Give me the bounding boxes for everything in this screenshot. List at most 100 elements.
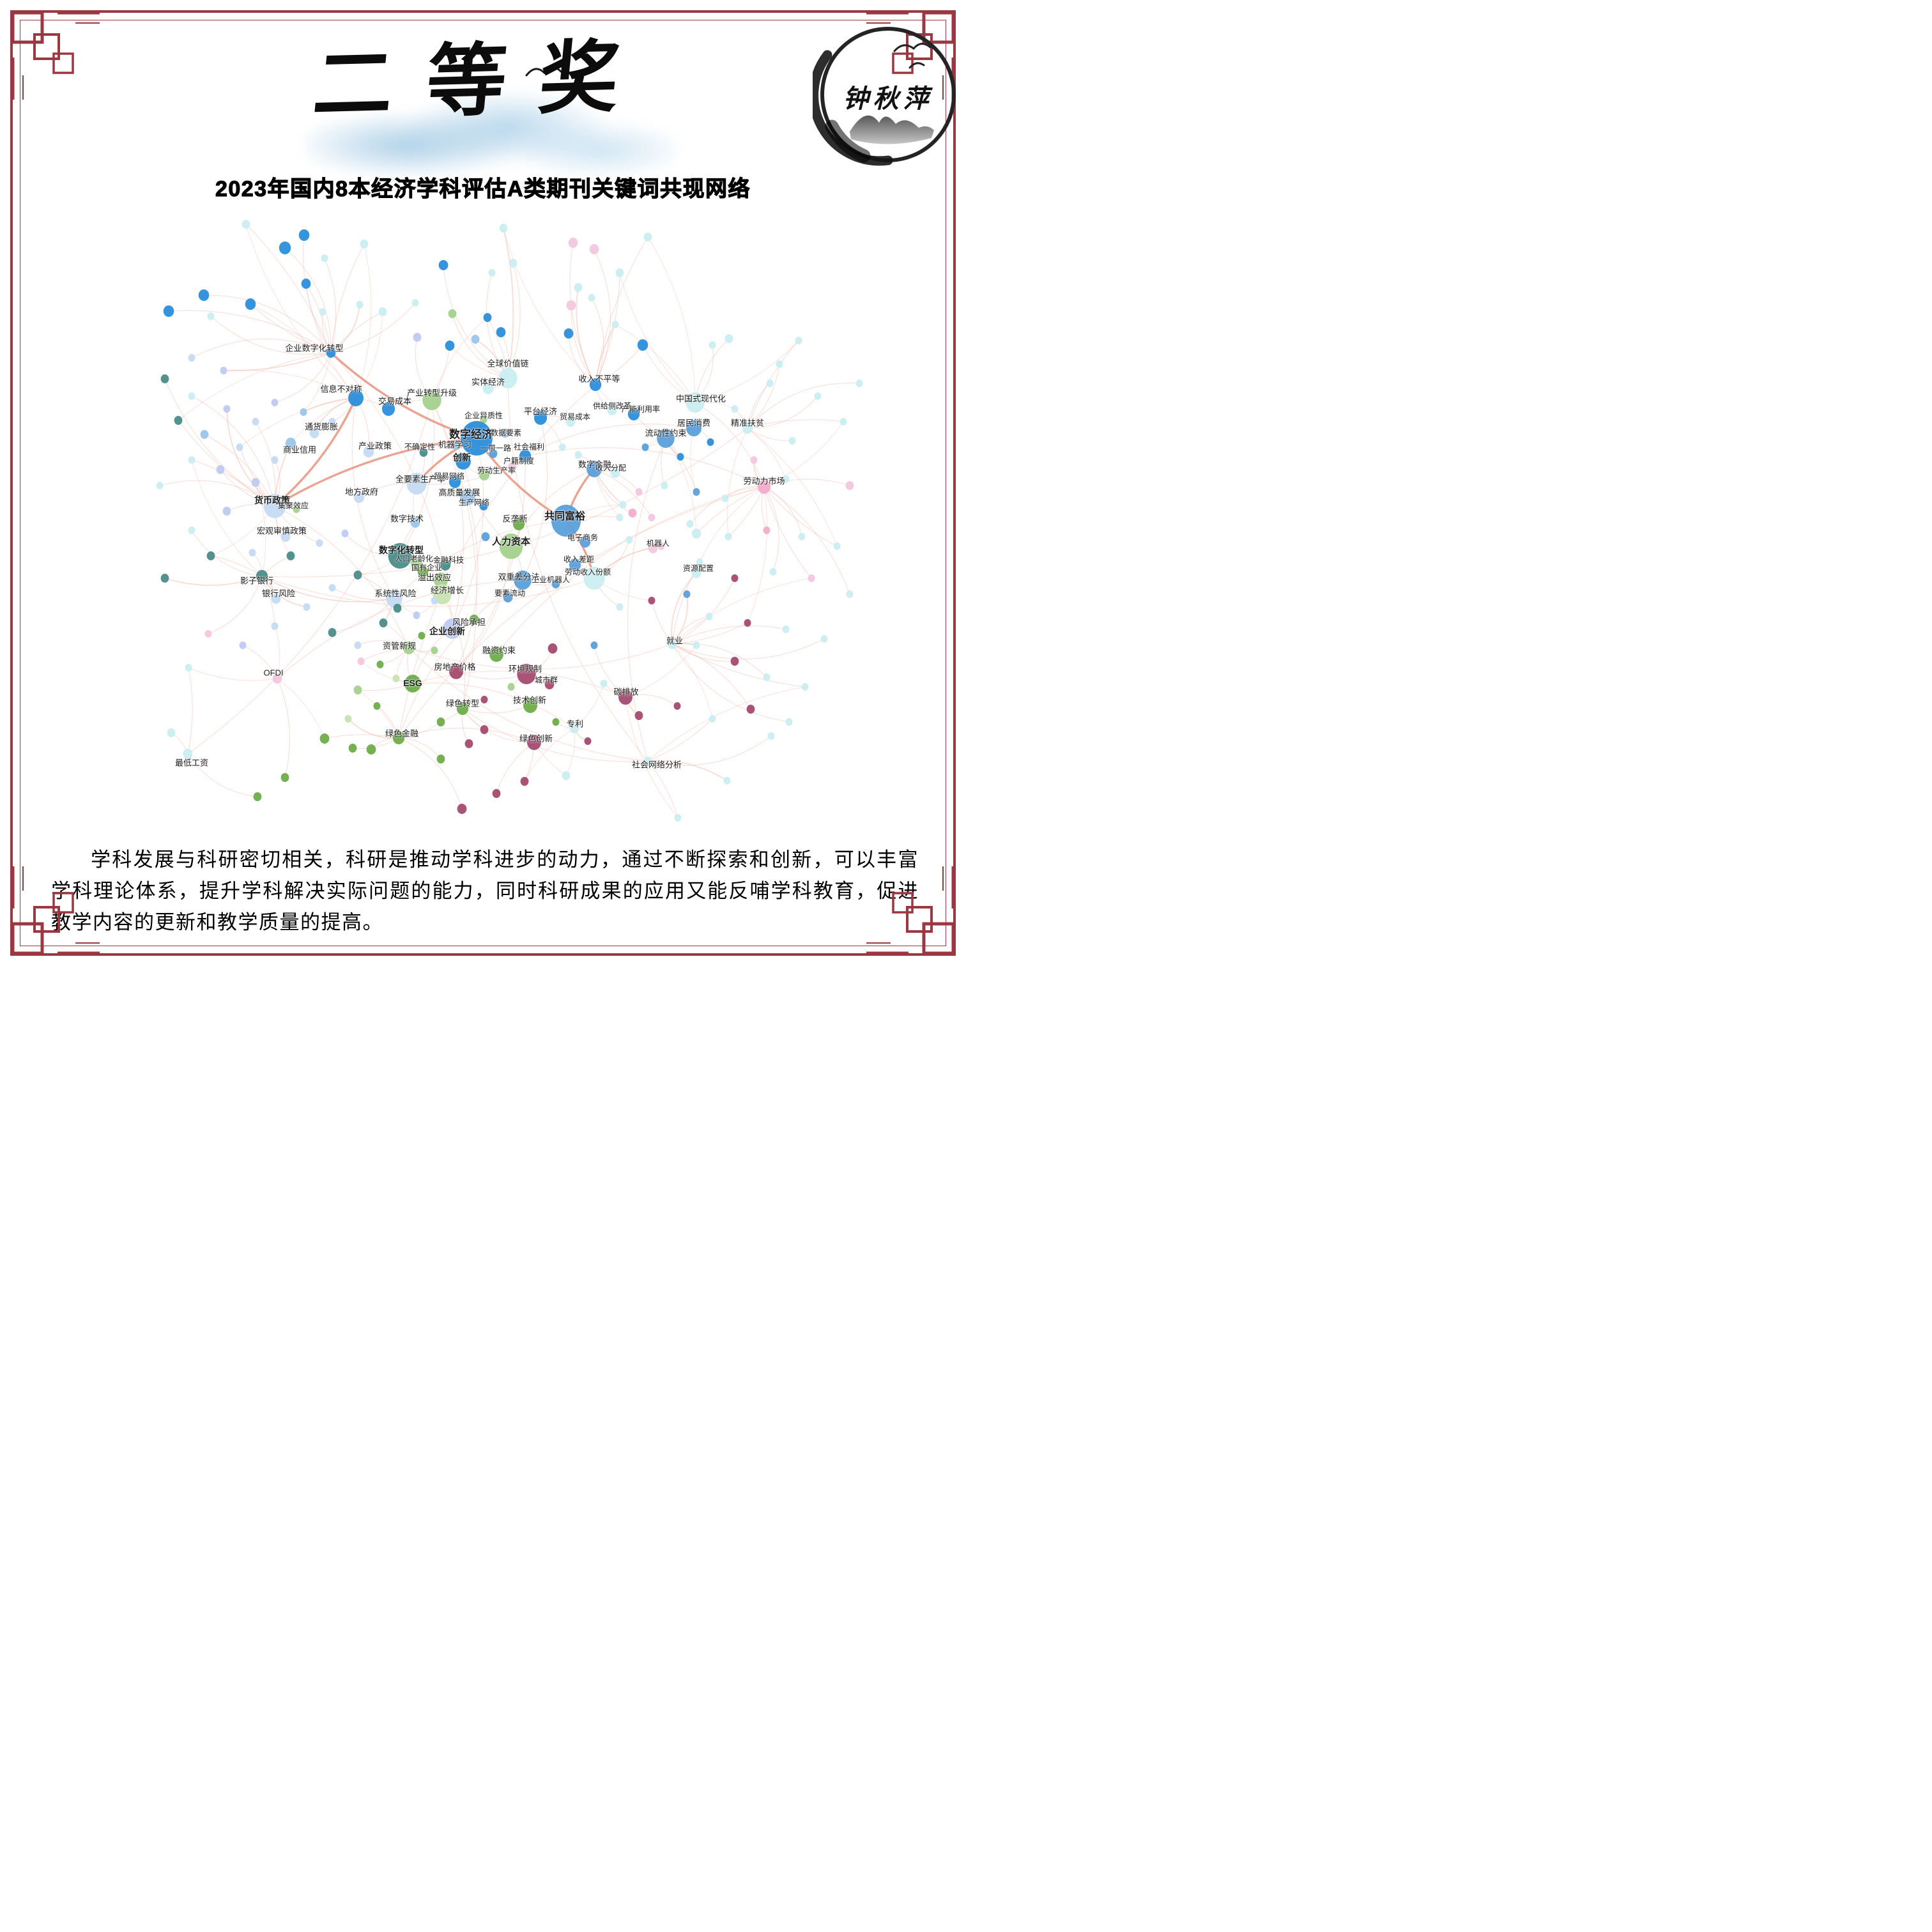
network-node bbox=[410, 518, 420, 528]
network-edge bbox=[763, 486, 779, 572]
node-label: 经济增长 bbox=[430, 585, 464, 595]
network-node bbox=[443, 618, 462, 639]
network-node bbox=[280, 532, 291, 542]
node-label: 数字经济 bbox=[449, 428, 493, 441]
network-edge bbox=[352, 737, 399, 749]
frame-corner-ornament bbox=[11, 11, 100, 100]
network-node bbox=[696, 558, 703, 566]
network-node bbox=[418, 632, 425, 640]
network-edge bbox=[595, 324, 616, 385]
network-node bbox=[499, 533, 523, 559]
network-edge bbox=[394, 520, 567, 599]
network-node bbox=[341, 530, 349, 537]
network-node bbox=[188, 526, 195, 534]
network-node bbox=[579, 536, 591, 548]
node-label: 产业转型升级 bbox=[406, 388, 457, 398]
network-node bbox=[440, 559, 451, 571]
birds-icon bbox=[525, 66, 581, 91]
network-node bbox=[207, 312, 215, 320]
node-label: 国有企业 bbox=[411, 563, 443, 572]
network-edge bbox=[178, 352, 332, 421]
network-edge bbox=[456, 456, 526, 672]
network-edge bbox=[208, 576, 263, 634]
network-node bbox=[253, 792, 262, 801]
network-node bbox=[431, 647, 438, 654]
network-node bbox=[625, 536, 633, 544]
network-edge bbox=[647, 686, 806, 762]
network-node bbox=[402, 641, 415, 654]
network-node bbox=[448, 309, 457, 318]
network-edge bbox=[647, 718, 713, 762]
network-node bbox=[378, 307, 387, 316]
node-label: 人力资本 bbox=[491, 536, 531, 548]
network-edge bbox=[187, 667, 193, 755]
network-edge bbox=[671, 643, 806, 687]
network-node bbox=[479, 469, 490, 480]
network-node bbox=[788, 437, 796, 445]
network-node bbox=[404, 675, 421, 693]
node-label: 银行风险 bbox=[261, 588, 296, 599]
network-node bbox=[730, 657, 739, 666]
node-label: 货币政策 bbox=[254, 495, 290, 505]
network-node bbox=[648, 514, 656, 521]
network-node bbox=[354, 641, 362, 649]
network-node bbox=[820, 635, 828, 643]
network-node bbox=[220, 367, 227, 374]
network-node bbox=[483, 313, 492, 322]
network-edge bbox=[525, 447, 765, 487]
node-label: 居民消费 bbox=[677, 418, 711, 428]
node-label: 宏观审慎政策 bbox=[256, 526, 307, 536]
network-node bbox=[584, 737, 592, 745]
network-node bbox=[488, 269, 496, 277]
network-edge bbox=[324, 257, 337, 353]
node-label: 产能利用率 bbox=[621, 404, 661, 414]
network-node bbox=[300, 408, 307, 416]
network-node bbox=[590, 641, 598, 649]
network-node bbox=[480, 725, 489, 734]
network-edge bbox=[576, 287, 596, 385]
network-edge bbox=[671, 578, 812, 645]
node-label: 城市群 bbox=[534, 675, 558, 685]
network-edge bbox=[595, 272, 620, 385]
frame-corner-ornament bbox=[11, 866, 100, 955]
node-label: 绿色转型 bbox=[445, 698, 480, 709]
network-edge bbox=[568, 333, 596, 385]
network-edge bbox=[330, 302, 416, 353]
network-edge bbox=[763, 479, 850, 487]
network-node bbox=[552, 718, 560, 726]
network-edge bbox=[763, 421, 844, 487]
network-node bbox=[731, 574, 739, 582]
network-node bbox=[319, 308, 326, 316]
node-label: 户籍制度 bbox=[503, 456, 535, 466]
network-node bbox=[204, 630, 212, 638]
network-edge bbox=[277, 579, 523, 679]
network-node bbox=[643, 756, 652, 765]
node-label: 技术创新 bbox=[512, 695, 547, 705]
network-node bbox=[512, 518, 525, 530]
keyword-network-chart: 企业数字化转型 全球价值链 信息不对称 交易成本 产业转型升级 实体经济 收入不平等 中国式现… bbox=[0, 0, 966, 966]
network-node bbox=[677, 453, 684, 461]
network-node bbox=[216, 465, 225, 474]
network-node bbox=[328, 418, 336, 425]
network-node bbox=[357, 657, 365, 665]
network-node bbox=[480, 696, 488, 703]
network-node bbox=[508, 462, 517, 471]
network-node bbox=[648, 597, 656, 604]
network-node bbox=[641, 443, 649, 451]
network-edge bbox=[273, 397, 357, 507]
node-label: 机器学习 bbox=[438, 440, 472, 450]
network-node bbox=[814, 392, 822, 400]
network-edge bbox=[408, 643, 673, 670]
network-node bbox=[448, 475, 461, 488]
network-node bbox=[661, 482, 668, 489]
network-edge bbox=[747, 427, 838, 547]
network-node bbox=[411, 299, 419, 307]
network-node bbox=[431, 597, 438, 604]
network-node bbox=[360, 240, 369, 249]
network-node bbox=[188, 456, 195, 464]
node-label: 数字技术 bbox=[390, 514, 424, 524]
network-node bbox=[392, 675, 400, 682]
network-node bbox=[616, 603, 624, 611]
network-node bbox=[566, 300, 576, 310]
network-node bbox=[376, 661, 384, 668]
